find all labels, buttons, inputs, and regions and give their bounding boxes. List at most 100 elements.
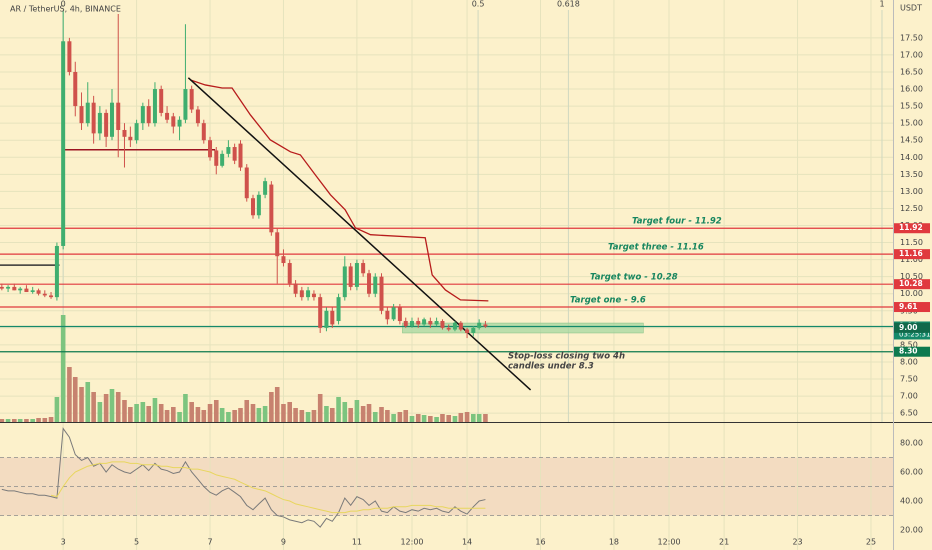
fib-label: 0 (61, 0, 66, 9)
candle-body (134, 123, 139, 141)
volume-bar (42, 418, 48, 422)
price-box (894, 249, 930, 260)
x-tick-label: 25 (866, 538, 876, 547)
volume-bar (213, 400, 219, 422)
y-tick-label: 15.00 (900, 119, 923, 128)
volume-bar (458, 413, 464, 422)
candle-body (306, 290, 311, 298)
volume-bar (79, 387, 84, 422)
candle-body (226, 147, 231, 154)
volume-bar (287, 402, 293, 422)
x-tick-label: 16 (535, 538, 545, 547)
y-tick-label: 10.00 (900, 289, 923, 298)
y-tick-label: 7.00 (900, 392, 918, 401)
volume-bar (397, 412, 403, 422)
candle-body (446, 327, 451, 330)
volume-bar (379, 407, 384, 422)
volume-bar (274, 387, 280, 422)
rsi-tick-label: 20.00 (900, 525, 923, 534)
volume-bar (415, 414, 421, 422)
candle-body (91, 102, 96, 134)
volume-bar (67, 367, 72, 422)
candle-body (293, 283, 298, 294)
candle-body (256, 194, 261, 216)
candle-body (477, 322, 482, 328)
candle-body (61, 41, 66, 246)
volume-bar (189, 402, 194, 422)
x-tick-label: 9 (281, 538, 286, 547)
volume-bar (183, 394, 188, 422)
volume-bar (354, 400, 360, 422)
y-tick-label: 11.00 (900, 255, 923, 264)
y-tick-label: 13.00 (900, 187, 923, 196)
y-tick-label: 17.00 (900, 50, 923, 59)
volume-bar (238, 408, 243, 422)
candle-body (318, 297, 323, 328)
volume-bar (464, 412, 470, 422)
volume-bar (317, 394, 323, 422)
volume-bar (72, 377, 78, 422)
candle-body (281, 256, 286, 264)
candle-body (73, 71, 78, 107)
price-box (894, 279, 930, 290)
target-label: Target four - 11.92 (632, 217, 722, 227)
candle-body (171, 116, 176, 127)
candle-body (348, 266, 353, 287)
fib-label: 1 (879, 0, 884, 9)
volume-bar (385, 410, 390, 422)
candle-body (397, 307, 402, 322)
candle-body (483, 324, 488, 327)
volume-bar (219, 408, 225, 422)
rsi-tick-label: 60.00 (900, 468, 923, 477)
volume-bar (324, 406, 329, 422)
candle-body (452, 322, 457, 330)
candle-body (122, 129, 127, 137)
candle-body (403, 321, 408, 327)
y-tick-label: 8.00 (900, 357, 918, 366)
chart-title: AR / TetherUS, 4h, BINANCE (10, 5, 121, 14)
countdown: 03:25:31 (899, 330, 930, 338)
y-tick-label: 13.50 (900, 170, 923, 179)
volume-bar (440, 414, 445, 422)
candle-body (336, 297, 341, 322)
y-tick-label: 17.50 (900, 33, 923, 42)
candle-body (49, 295, 54, 298)
candle-body (373, 276, 378, 294)
y-tick-label: 15.50 (900, 102, 923, 111)
y-tick-label: 14.50 (900, 136, 923, 145)
fib-label: 0.618 (557, 0, 580, 9)
y-tick-label: 16.00 (900, 85, 923, 94)
price-box-label: 10.28 (899, 279, 923, 288)
volume-bar (360, 406, 366, 422)
candle-body (30, 290, 35, 293)
candle-body (385, 310, 390, 320)
candle-body (36, 290, 41, 294)
price-box (894, 322, 930, 333)
candle-body (440, 321, 445, 328)
price-box-label: 11.92 (899, 223, 923, 232)
volume-bar (446, 415, 452, 422)
candle-body (244, 167, 249, 199)
trailing-line (189, 79, 489, 302)
candle-body (128, 136, 133, 141)
x-tick-label: 11 (352, 538, 362, 547)
candle-body (159, 89, 164, 113)
volume-bar (293, 408, 298, 422)
y-tick-label: 8.50 (900, 340, 918, 349)
candle-body (42, 293, 47, 296)
volume-bar (483, 414, 488, 422)
volume-bar (330, 408, 335, 422)
annotation: Stop-loss closing two 4h (508, 352, 625, 362)
candle-body (342, 266, 347, 298)
candle-body (275, 232, 280, 257)
volume-bar (48, 417, 54, 422)
candle-body (434, 321, 439, 325)
volume-bar (158, 404, 164, 422)
volume-bar (91, 392, 96, 422)
candle-body (354, 263, 359, 287)
price-box (894, 223, 930, 234)
x-tick-label: 12:00 (400, 538, 423, 547)
volume-bar (201, 410, 207, 422)
candle-body (250, 198, 255, 216)
